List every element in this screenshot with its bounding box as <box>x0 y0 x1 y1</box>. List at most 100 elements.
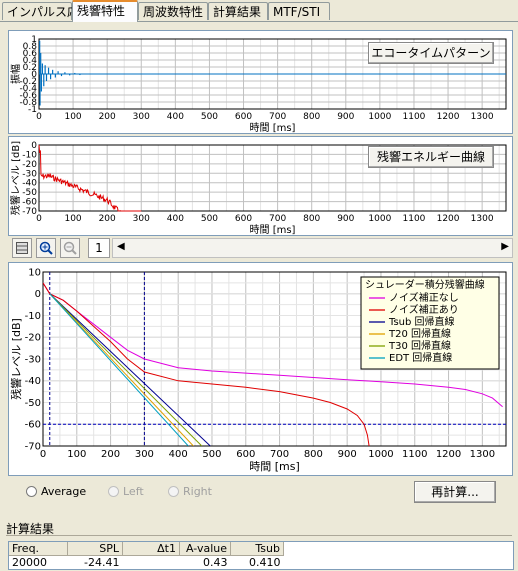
y-tick-label: -40 <box>25 376 41 387</box>
y-tick-label: -0.4 <box>19 84 37 94</box>
scroll-right-icon[interactable]: ▶ <box>501 241 509 252</box>
x-tick-label: 500 <box>201 112 218 122</box>
x-tick-label: 400 <box>167 112 184 122</box>
tab-reverberation[interactable]: 残響特性 <box>72 0 138 22</box>
energy-curve-button[interactable]: 残響エネルギー曲線 <box>368 146 494 168</box>
x-tick-label: 800 <box>304 449 323 460</box>
legend-entry-label: T20 回帰直線 <box>388 327 451 340</box>
schroeder-plot: 100-10-20-30-40-50-60-700 100 200 300 400 500… <box>9 267 507 473</box>
x-tick-label: 700 <box>269 112 286 122</box>
series-line-5 <box>49 293 189 446</box>
x-tick-label: 0 <box>40 449 46 460</box>
results-section-label: 計算結果 <box>6 522 55 536</box>
header-spl[interactable]: SPL <box>67 542 123 556</box>
tab-frequency[interactable]: 周波数特性 <box>138 2 208 20</box>
y-axis-label: 残響レベル [dB] <box>9 318 23 400</box>
x-tick-label: 1000 <box>368 449 393 460</box>
y-tick-label: 1 <box>31 35 37 45</box>
series-line-0 <box>43 282 503 408</box>
tab-mtf-sti[interactable]: MTF/STI <box>268 2 330 20</box>
cell-dt1 <box>123 556 180 570</box>
plot-frame <box>42 271 507 447</box>
cell-a-value: 0.43 <box>203 556 228 569</box>
y-tick-label: -0.2 <box>19 77 37 87</box>
x-tick-label: 700 <box>269 214 286 224</box>
header-freq[interactable]: Freq. <box>9 542 68 556</box>
x-axis-label: 時間 [ms] <box>250 224 296 235</box>
x-tick-label: 800 <box>303 214 320 224</box>
horizontal-scrollbar[interactable]: ◀ ▶ <box>112 238 513 258</box>
x-tick-label: 1300 <box>471 214 494 224</box>
tab-results[interactable]: 計算結果 <box>208 2 268 20</box>
y-tick-label: 0.2 <box>23 63 37 73</box>
table-row[interactable]: 20000 -24.41 0.43 0.410 <box>9 556 284 570</box>
x-tick-label: 100 <box>64 214 81 224</box>
scroll-left-icon[interactable]: ◀ <box>117 241 125 252</box>
zoom-level-field[interactable]: 1 <box>88 238 110 258</box>
cell-spl: -24.41 <box>84 556 120 569</box>
left-radio[interactable]: Left <box>108 485 144 498</box>
x-tick-label: 500 <box>202 449 221 460</box>
legend-entry-label: EDT 回帰直線 <box>389 351 452 364</box>
y-tick-label: -1 <box>28 105 37 115</box>
x-tick-label: 400 <box>169 449 188 460</box>
x-tick-label: 1200 <box>437 112 460 122</box>
legend-entry-label: ノイズ補正なし <box>389 291 459 304</box>
legend-entry-label: T30 回帰直線 <box>388 339 451 352</box>
grid-toggle-button[interactable] <box>12 238 32 258</box>
grid-icon <box>16 242 28 254</box>
energy-decay-line <box>38 144 142 212</box>
series-line-1 <box>43 282 370 446</box>
x-tick-label: 1300 <box>471 112 494 122</box>
series-line-2 <box>49 293 211 446</box>
schroeder-chart: 10 0 -10 -20 -30 -40 -50 -60 -70 0 100 200 300 400 500… <box>8 262 513 476</box>
x-tick-label: 1000 <box>368 214 391 224</box>
x-tick-label: 1200 <box>437 214 460 224</box>
header-a-value[interactable]: A-value <box>179 542 231 556</box>
tab-impulse-response[interactable]: インパルス応答 <box>2 2 91 20</box>
average-radio[interactable]: Average <box>26 485 86 498</box>
x-tick-label: 800 <box>303 112 320 122</box>
y-tick-label: 0 <box>35 289 41 300</box>
x-tick-label: 200 <box>101 449 120 460</box>
results-table: Freq. SPL Δt1 A-value Tsub 20000 -24.41 … <box>8 541 514 570</box>
legend-entry-label: ノイズ補正あり <box>389 303 459 316</box>
x-tick-label: 300 <box>133 214 150 224</box>
x-tick-label: 900 <box>337 214 354 224</box>
header-dt1[interactable]: Δt1 <box>122 542 180 556</box>
y-tick-label: -40 <box>22 179 37 189</box>
y-tick-label: -30 <box>25 354 41 365</box>
y-tick-label: 0 <box>31 141 37 151</box>
y-tick-label: 0.8 <box>23 42 38 52</box>
zoom-in-button[interactable] <box>36 238 56 258</box>
echo-pattern-button[interactable]: エコータイムパターン <box>368 42 494 64</box>
series-line-4 <box>49 293 203 446</box>
header-tsub[interactable]: Tsub <box>230 542 284 556</box>
x-axis-label: 時間 [ms] <box>249 460 300 473</box>
x-tick-label: 900 <box>338 449 357 460</box>
tab-bar: インパルス応答 残響特性 周波数特性 計算結果 MTF/STI <box>0 0 518 22</box>
y-tick-label: -30 <box>22 169 37 179</box>
y-tick-label: 0.6 <box>23 49 38 59</box>
y-tick-label: 0.4 <box>23 56 38 66</box>
legend-title: シュレーダー積分残響曲線 <box>365 278 485 291</box>
recalculate-button[interactable]: 再計算... <box>414 481 496 503</box>
right-radio[interactable]: Right <box>168 485 212 498</box>
y-tick-label: -0.6 <box>19 91 37 101</box>
y-tick-label: -20 <box>22 160 37 170</box>
cell-tsub: 0.410 <box>249 556 281 569</box>
left-label: Left <box>123 485 144 498</box>
y-axis-label: 残響レベル [dB] <box>9 141 22 215</box>
y-tick-label: -10 <box>22 150 37 160</box>
y-tick-label: -60 <box>25 420 41 431</box>
zoom-out-button[interactable] <box>60 238 80 258</box>
series-line-3 <box>49 293 194 446</box>
y-tick-label: -60 <box>22 198 37 208</box>
x-tick-label: 1100 <box>402 449 427 460</box>
radio-dot <box>26 486 37 497</box>
x-tick-label: 100 <box>67 449 86 460</box>
x-tick-label: 1300 <box>470 449 495 460</box>
right-label: Right <box>183 485 212 498</box>
x-tick-label: 1100 <box>403 214 426 224</box>
average-label: Average <box>41 485 87 498</box>
